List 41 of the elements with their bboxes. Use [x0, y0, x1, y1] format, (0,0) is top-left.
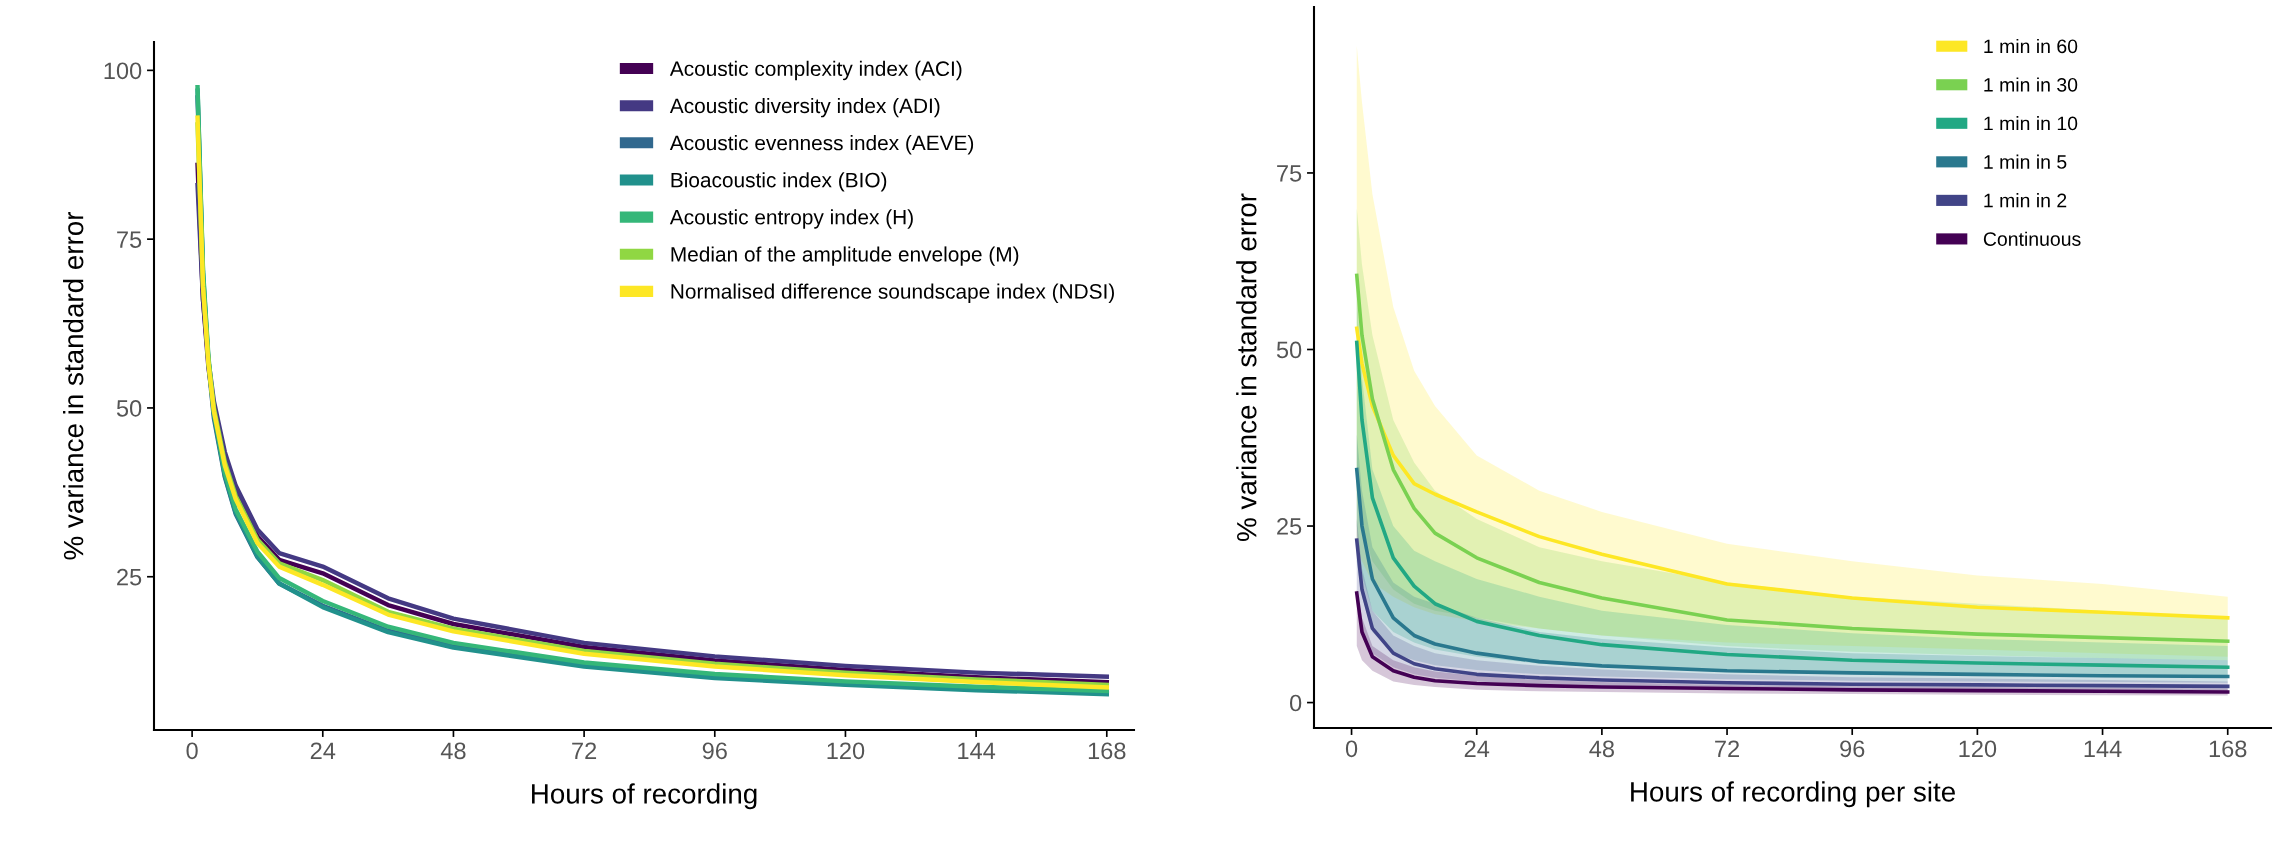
- legend-label: Bioacoustic index (BIO): [671, 172, 887, 192]
- legend-label: 1 min in 60: [1984, 38, 2078, 54]
- legend-label: Acoustic complexity index (ACI): [669, 60, 962, 81]
- y-tick-label: 25: [1277, 518, 1302, 535]
- x-tick-label: 96: [702, 742, 727, 760]
- y-axis-title: % variance in standard error: [1236, 193, 1257, 541]
- legend-label: Normalised difference soundscape index (NDSI): [671, 283, 1114, 303]
- x-tick-label: 144: [958, 742, 996, 759]
- y-tick-label: 50: [1276, 341, 1302, 359]
- legend-label: Median of the amplitude envelope (M): [671, 246, 1019, 266]
- legend-label: Acoustic diversity index (ADI): [669, 97, 940, 118]
- x-tick-label: 120: [827, 742, 865, 760]
- legend-label: Acoustic evenness index (AEVE): [669, 135, 974, 155]
- x-axis-title: Hours of recording per site: [1631, 781, 1955, 808]
- x-tick-label: 72: [1715, 740, 1739, 757]
- x-tick-label: 144: [2084, 740, 2122, 757]
- x-tick-label: 72: [572, 742, 597, 759]
- legend-label: Acoustic entropy index (H): [669, 209, 913, 229]
- legend-label: Continuous: [1983, 231, 2081, 246]
- x-tick-label: 24: [310, 742, 336, 759]
- y-tick-label: 75: [117, 231, 142, 248]
- x-tick-label: 0: [1345, 740, 1358, 758]
- x-tick-label: 168: [1088, 742, 1126, 760]
- legend-label: 1 min in 30: [1984, 77, 2078, 92]
- x-tick-label: 0: [186, 742, 198, 760]
- x-axis-title: Hours of recording: [532, 783, 757, 810]
- legend-label: 1 min in 5: [1984, 154, 2067, 169]
- x-tick-label: 24: [1464, 740, 1490, 757]
- legend-label: 1 min in 10: [1984, 116, 2078, 131]
- x-tick-label: 48: [1589, 740, 1614, 758]
- y-tick-label: 0: [1289, 694, 1302, 712]
- y-tick-label: 25: [117, 568, 142, 586]
- x-tick-label: 96: [1840, 740, 1865, 758]
- x-tick-label: 168: [2209, 740, 2247, 758]
- y-tick-label: 50: [116, 400, 142, 417]
- x-tick-label: 48: [440, 742, 466, 760]
- y-axis-title: % variance in standard error: [63, 211, 84, 560]
- y-tick-label: 75: [1277, 165, 1302, 182]
- y-tick-label: 100: [104, 62, 142, 80]
- legend-label: 1 min in 2: [1984, 193, 2067, 208]
- x-tick-label: 120: [1959, 740, 1997, 758]
